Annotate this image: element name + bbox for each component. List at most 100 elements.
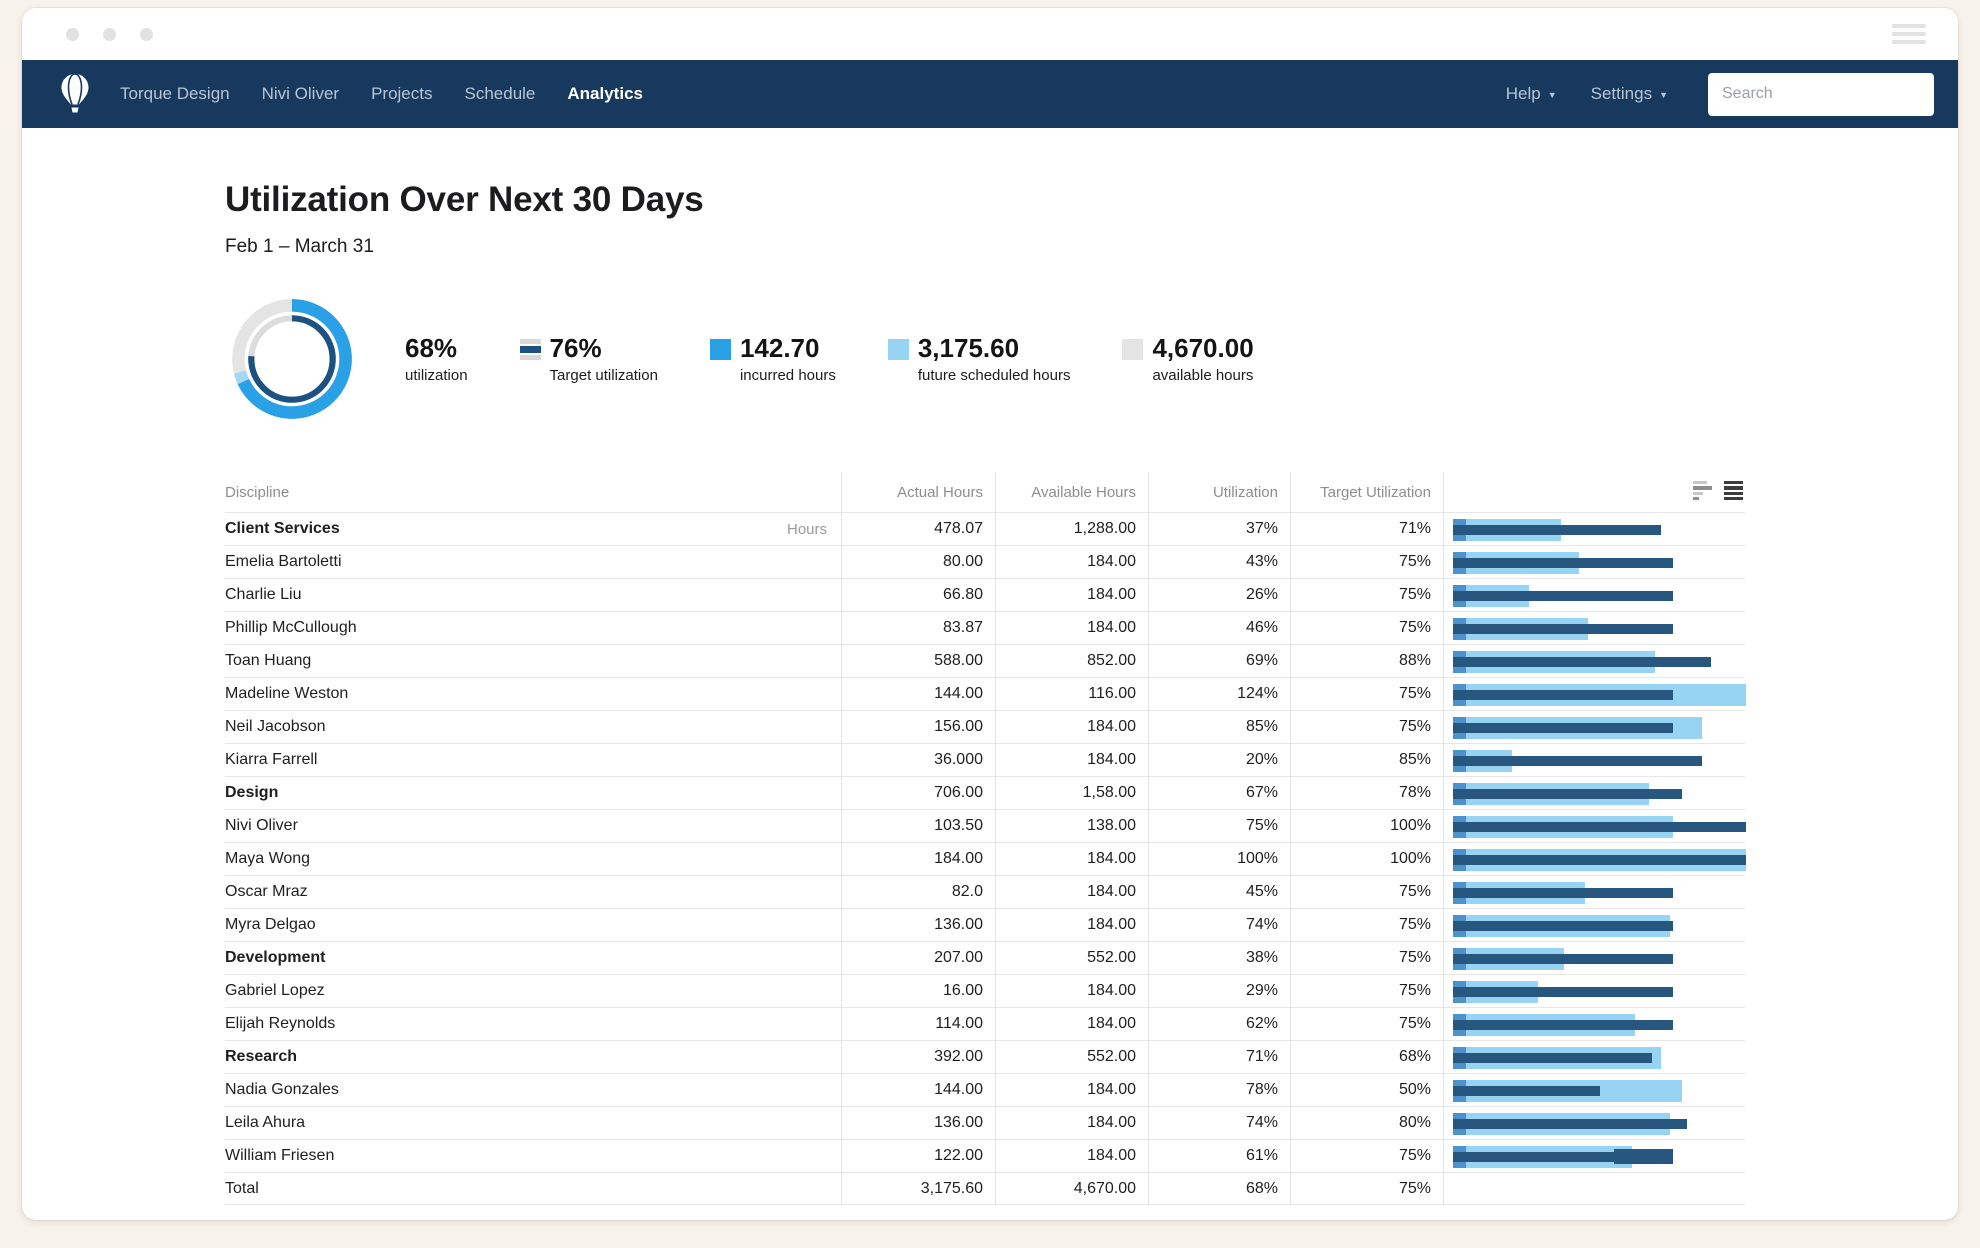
target-utilization-bar (1453, 1085, 1600, 1096)
utilization-value: 74% (1148, 909, 1290, 941)
table-row-toan-huang[interactable]: Toan Huang 588.00 852.00 69% 88% (225, 644, 1745, 677)
utilization-bar-cell (1443, 1140, 1745, 1172)
column-header-actual-hours[interactable]: Actual Hours (841, 472, 995, 512)
row-name: Charlie Liu (225, 586, 302, 603)
stat-value: 142.70 (739, 333, 820, 364)
row-name: Emelia Bartoletti (225, 553, 342, 570)
target-utilization-bar (1453, 821, 1746, 832)
table-row-charlie-liu[interactable]: Charlie Liu 66.80 184.00 26% 75% (225, 578, 1745, 611)
target-utilization-value: 78% (1290, 777, 1443, 809)
actual-hours-value: 82.0 (841, 876, 995, 908)
list-view-icon[interactable] (1724, 481, 1743, 500)
stat-target-utilization: 76% Target utilization (519, 334, 658, 384)
stat-incurred-hours: 142.70 incurred hours (709, 333, 836, 384)
table-row-oscar-mraz[interactable]: Oscar Mraz 82.0 184.00 45% 75% (225, 875, 1745, 908)
row-name: Nadia Gonzales (225, 1081, 339, 1098)
column-header-target-utilization[interactable]: Target Utilization (1290, 472, 1443, 512)
actual-hours-value: 144.00 (841, 678, 995, 710)
table-row-client-services[interactable]: Client Services Hours 478.07 1,288.00 37%… (225, 512, 1745, 545)
table-row-madeline-weston[interactable]: Madeline Weston 144.00 116.00 124% 75% (225, 677, 1746, 710)
utilization-value: 46% (1148, 612, 1290, 644)
column-header-utilization[interactable]: Utilization (1148, 472, 1290, 512)
target-utilization-value: 75% (1290, 1173, 1443, 1204)
nav-items: Torque Design Nivi Oliver Projects Schedule… (120, 84, 643, 104)
table-row-gabriel-lopez[interactable]: Gabriel Lopez 16.00 184.00 29% 75% (225, 974, 1745, 1007)
table-row-leila-ahura[interactable]: Leila Ahura 136.00 184.00 74% 80% (225, 1106, 1745, 1139)
target-utilization-bar (1453, 689, 1673, 700)
table-row-maya-wong[interactable]: Maya Wong 184.00 184.00 100% 100% (225, 842, 1746, 875)
window-dot-icon[interactable] (103, 27, 116, 41)
window-dot-icon[interactable] (140, 27, 153, 41)
column-header-discipline[interactable]: Discipline (225, 483, 290, 501)
utilization-bar-cell (1443, 1008, 1745, 1040)
search-input[interactable] (1708, 72, 1934, 116)
target-utilization-bar (1453, 722, 1673, 733)
utilization-value: 78% (1148, 1074, 1290, 1106)
window-control-dots[interactable] (66, 27, 153, 41)
stat-value: 3,175.60 (917, 333, 1020, 364)
utilization-value: 124% (1148, 678, 1290, 710)
table-row-development[interactable]: Development 207.00 552.00 38% 75% (225, 941, 1745, 974)
row-name: Toan Huang (225, 652, 312, 669)
utilization-bar-cell (1443, 777, 1745, 809)
utilization-bar-cell (1443, 843, 1746, 875)
target-utilization-value: 71% (1290, 513, 1443, 545)
target-utilization-bar (1453, 986, 1673, 997)
table-row-phillip-mccullough[interactable]: Phillip McCullough 83.87 184.00 46% 75% (225, 611, 1745, 644)
nav-item-schedule[interactable]: Schedule (464, 84, 536, 103)
app-window: Torque Design Nivi Oliver Projects Schedule… (22, 8, 1958, 1220)
utilization-bar-cell (1443, 1074, 1745, 1106)
hours-note: Hours (786, 520, 827, 538)
target-utilization-bar (1453, 656, 1711, 667)
table-row-nadia-gonzales[interactable]: Nadia Gonzales 144.00 184.00 78% 50% (225, 1073, 1745, 1106)
target-utilization-value: 68% (1290, 1041, 1443, 1073)
target-utilization-value: 85% (1290, 744, 1443, 776)
nav-item-projects[interactable]: Projects (371, 84, 433, 103)
available-hours-value: 184.00 (995, 975, 1148, 1007)
column-header-bars (1443, 472, 1745, 512)
actual-hours-value: 83.87 (841, 612, 995, 644)
nav-item-torque-design[interactable]: Torque Design (120, 84, 230, 103)
utilization-value: 62% (1148, 1008, 1290, 1040)
table-body: Client Services Hours 478.07 1,288.00 37%… (225, 512, 1746, 1205)
row-name: Maya Wong (225, 850, 311, 867)
utilization-bar-cell (1443, 645, 1745, 677)
balloon-logo-icon[interactable] (60, 72, 92, 116)
table-row-research[interactable]: Research 392.00 552.00 71% 68% (225, 1040, 1745, 1073)
target-utilization-value: 50% (1290, 1074, 1443, 1106)
stat-label: utilization (405, 366, 468, 384)
sorted-bars-view-icon[interactable] (1693, 481, 1712, 500)
nav-item-nivi-oliver[interactable]: Nivi Oliver (261, 84, 340, 103)
target-utilization-bar (1453, 755, 1703, 766)
target-utilization-bar (1453, 623, 1673, 634)
table-row-emelia-bartoletti[interactable]: Emelia Bartoletti 80.00 184.00 43% 75% (225, 545, 1745, 578)
column-header-available-hours[interactable]: Available Hours (995, 472, 1148, 512)
table-row-total[interactable]: Total 3,175.60 4,670.00 68% 75% (225, 1172, 1745, 1205)
actual-hours-value: 588.00 (841, 645, 995, 677)
table-row-myra-delgao[interactable]: Myra Delgao 136.00 184.00 74% 75% (225, 908, 1745, 941)
table-row-elijah-reynolds[interactable]: Elijah Reynolds 114.00 184.00 62% 75% (225, 1007, 1745, 1040)
legend-square-icon (709, 339, 731, 361)
table-row-kiarra-farrell[interactable]: Kiarra Farrell 36.000 184.00 20% 85% (225, 743, 1745, 776)
stat-value: 4,670.00 (1152, 333, 1254, 364)
table-row-neil-jacobson[interactable]: Neil Jacobson 156.00 184.00 85% 75% (225, 710, 1745, 743)
nav-menu-help[interactable]: Help ▼ (1505, 84, 1557, 103)
row-name: Elijah Reynolds (225, 1015, 336, 1032)
utilization-value: 69% (1148, 645, 1290, 677)
utilization-value: 43% (1148, 546, 1290, 578)
nav-menu-settings[interactable]: Settings ▼ (1590, 84, 1668, 103)
table-row-nivi-oliver[interactable]: Nivi Oliver 103.50 138.00 75% 100% (225, 809, 1746, 842)
nav-item-analytics[interactable]: Analytics (567, 84, 643, 103)
utilization-bar-cell (1443, 678, 1746, 710)
available-hours-value: 184.00 (995, 744, 1148, 776)
table-row-design[interactable]: Design 706.00 1,58.00 67% 78% (225, 776, 1745, 809)
available-hours-value: 1,288.00 (995, 513, 1148, 545)
utilization-value: 100% (1148, 843, 1290, 875)
stat-label: available hours (1152, 366, 1254, 384)
utilization-summary: 68% utilization 76% Target utilization 142.7… (225, 292, 1755, 426)
row-name: William Friesen (225, 1147, 335, 1164)
window-dot-icon[interactable] (66, 27, 79, 41)
hamburger-menu-icon[interactable] (1892, 24, 1926, 44)
table-row-william-friesen[interactable]: William Friesen 122.00 184.00 61% 75% (225, 1139, 1745, 1172)
available-hours-value: 552.00 (995, 1041, 1148, 1073)
